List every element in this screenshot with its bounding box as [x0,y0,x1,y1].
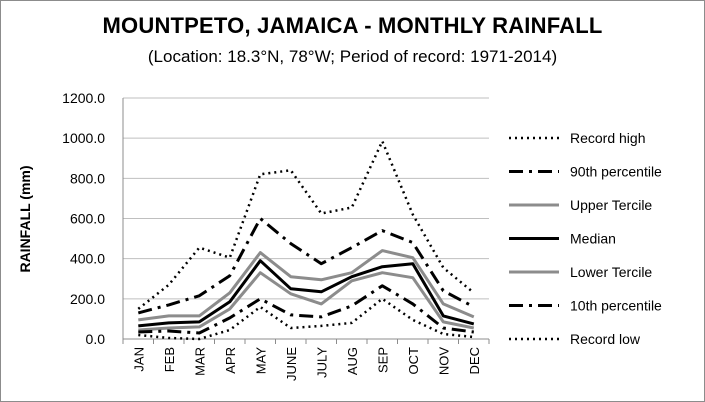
series-line-10th-percentile [138,284,474,335]
x-tick-label: APR [223,347,238,374]
legend-label-median: Median [570,231,616,247]
y-tick-label: 400.0 [70,251,105,267]
x-tick-label: JULY [314,347,329,378]
series-line-lower-tercile [138,271,475,332]
y-tick-label: 800.0 [70,170,105,186]
x-tick-label: JAN [131,347,146,372]
legend-label-upper-tercile: Upper Tercile [570,197,652,213]
x-tick-label: SEP [375,347,390,373]
x-tick-label: FEB [162,347,177,372]
series-line-upper-tercile [138,249,475,322]
series-line-median [138,259,475,328]
y-tick-label: 1200.0 [62,90,105,106]
x-tick-label: DEC [467,347,482,374]
x-tick-label: AUG [345,347,360,375]
y-tick-label: 600.0 [70,211,105,227]
y-tick-label: 1000.0 [62,130,105,146]
legend-label-record-low: Record low [570,331,641,347]
legend-label-90th-percentile: 90th percentile [570,164,662,180]
series-line-90th-percentile [137,217,475,315]
series-line-record-high [137,139,475,310]
chart-subtitle: (Location: 18.3°N, 78°W; Period of recor… [147,47,558,66]
x-tick-label: MAR [192,347,207,376]
x-tick-label: NOV [436,347,451,376]
y-tick-label: 0.0 [86,331,106,347]
legend-label-record-high: Record high [570,130,646,146]
chart-title: MOUNTPETO, JAMAICA - MONTHLY RAINFALL [102,13,603,38]
x-tick-label: MAY [253,347,268,375]
y-tick-label: 200.0 [70,291,105,307]
legend-label-lower-tercile: Lower Tercile [570,264,652,280]
legend-label-10th-percentile: 10th percentile [570,298,662,314]
x-tick-label: JUNE [284,347,299,381]
x-tick-label: OCT [406,347,421,375]
